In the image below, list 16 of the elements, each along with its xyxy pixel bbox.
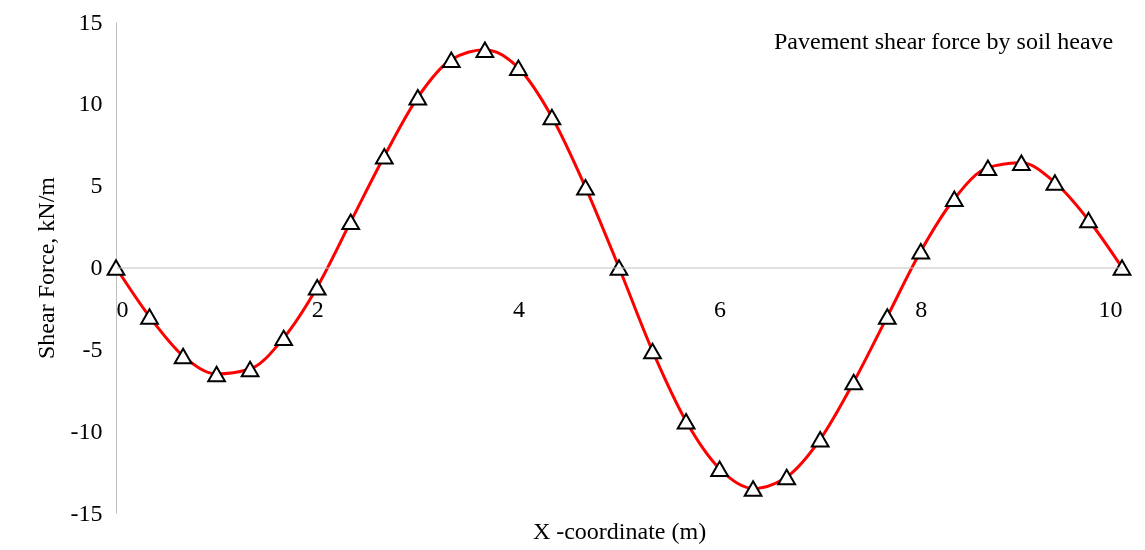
x-tick-label: 0 bbox=[116, 296, 129, 322]
x-tick-label: 2 bbox=[311, 296, 324, 322]
y-axis-title: Shear Force, kN/m bbox=[32, 176, 59, 359]
y-tick-label: 5 bbox=[90, 172, 103, 199]
y-tick-label: -15 bbox=[70, 499, 103, 526]
x-tick-label: 6 bbox=[714, 296, 727, 322]
y-tick-label: 10 bbox=[78, 90, 103, 117]
y-tick-label: -10 bbox=[70, 417, 103, 444]
y-tick-label: 15 bbox=[78, 8, 103, 35]
x-tick-label: 4 bbox=[512, 296, 525, 322]
y-tick-label: 0 bbox=[90, 254, 103, 280]
x-tick-label: 10 bbox=[1098, 296, 1123, 322]
text: Pavement shear force by soil heave bbox=[774, 28, 1114, 54]
y-tick-label: -5 bbox=[82, 335, 103, 362]
x-axis-title: X -coordinate (m) bbox=[532, 517, 707, 544]
x-tick-label: 8 bbox=[915, 296, 928, 322]
